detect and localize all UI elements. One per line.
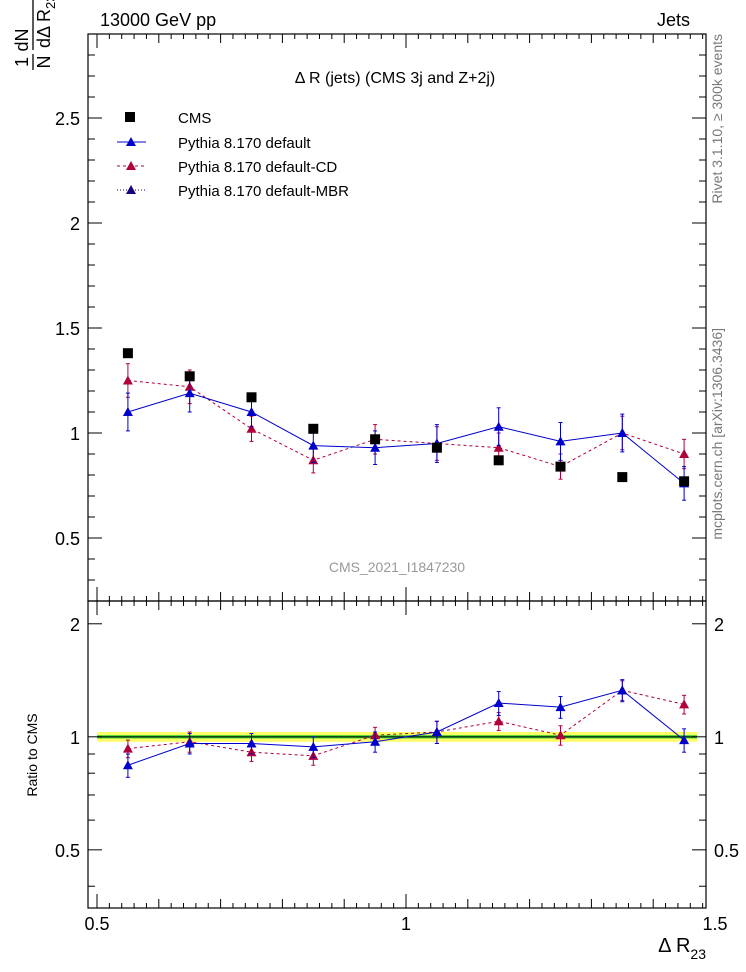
chart-title: Δ R (jets) (CMS 3j and Z+2j) [295,70,496,87]
legend: CMS Pythia 8.170 default Pythia 8.170 de… [117,110,349,200]
ratio-xtick-label: 0.5 [84,914,109,934]
legend-label-cd: Pythia 8.170 default-CD [178,159,337,176]
main-cms-point [370,434,381,445]
legend-label-mbr: Pythia 8.170 default-MBR [178,183,349,200]
header-left: 13000 GeV pp [100,10,216,30]
ratio-default-point [679,735,690,745]
main-cd-point [246,423,257,433]
ratio-cd-point [493,716,504,726]
y-label-frac-num: 1 [12,57,32,67]
ratio-default-point [184,738,195,748]
main-ytick-label: 2 [70,214,80,234]
y-axis-label-bottom: Ratio to CMS [24,713,40,796]
ratio-ytick-label: 0.5 [55,841,80,861]
main-cd-point [679,449,690,458]
ratio-default-point [308,741,319,751]
y-axis-label-top: 1 N dN dΔ R23 [12,0,58,70]
ratio-cd-point [555,730,566,740]
ratio-default-point [122,760,133,770]
ratio-ytick-label: 1 [70,728,80,748]
rivet-label: Rivet 3.1.10, ≥ 300k events [709,34,725,204]
main-panel-data [122,348,690,501]
main-ytick-label: 1.5 [55,319,80,339]
legend-marker-mbr [126,185,136,194]
main-cms-point [246,392,257,403]
legend-marker-cd [126,161,136,170]
ratio-ytick-label-right: 1 [714,728,724,748]
ratio-xtick-label: 1.5 [702,914,727,934]
ratio-default-point [555,702,566,712]
main-cms-point [617,472,628,483]
legend-label-default: Pythia 8.170 default [178,135,311,152]
main-default-point [308,440,319,450]
legend-marker-default [126,137,136,146]
ratio-frame [87,600,707,909]
ratio-default-point [617,685,628,695]
main-default-point [246,407,257,416]
y-label-frac-den: N [34,56,54,69]
main-default-point [493,421,504,431]
watermark: CMS_2021_I1847230 [329,559,465,575]
legend-marker-cms [125,112,135,122]
y-label-d-num: dN [12,28,32,51]
main-cms-point [308,423,319,434]
main-default-point [555,436,566,446]
y-label-d-den: dΔ R23 [34,0,58,48]
main-panel-axes: 0.5 1 1.5 2 2.5 [55,33,707,602]
ratio-ytick-label-right: 2 [714,615,724,635]
ratio-cd-point [122,743,133,753]
main-cd-point [493,442,504,452]
main-default-point [370,442,381,452]
ratio-ytick-label-right: 0.5 [714,841,739,861]
main-cms-point [184,371,195,382]
ratio-default-point [493,698,504,708]
ratio-xtick-label: 1 [401,914,411,934]
ratio-cd-line [127,689,685,757]
ratio-panel-data [122,679,690,778]
main-default-point [617,428,628,437]
ratio-ytick-label: 2 [70,615,80,635]
main-default-line [127,392,685,484]
ratio-default-point [431,726,442,736]
main-cms-point [122,348,133,359]
x-axis-label: Δ R23 [658,935,706,962]
ratio-cd-point [679,699,690,709]
main-cd-point [122,375,133,385]
main-cms-point [679,476,690,487]
ratio-panel-axes: 0.5 0.5 1 1 2 2 0.5 1 1.5 [55,600,739,934]
main-cms-point [493,455,504,466]
legend-label-cms: CMS [178,110,211,127]
main-ytick-label: 1 [70,424,80,444]
main-cd-line [127,380,685,468]
main-cms-point [555,461,566,472]
main-ytick-label: 2.5 [55,109,80,129]
main-default-point [122,407,133,416]
main-cms-point [431,442,442,453]
ratio-default-point [246,738,257,748]
header-right: Jets [657,10,690,30]
ratio-default-line [127,689,685,766]
main-default-point [184,388,195,398]
ratio-default-point [370,736,381,746]
main-ytick-label: 0.5 [55,529,80,549]
mcplots-label: mcplots.cern.ch [arXiv:1306.3436] [709,328,725,540]
